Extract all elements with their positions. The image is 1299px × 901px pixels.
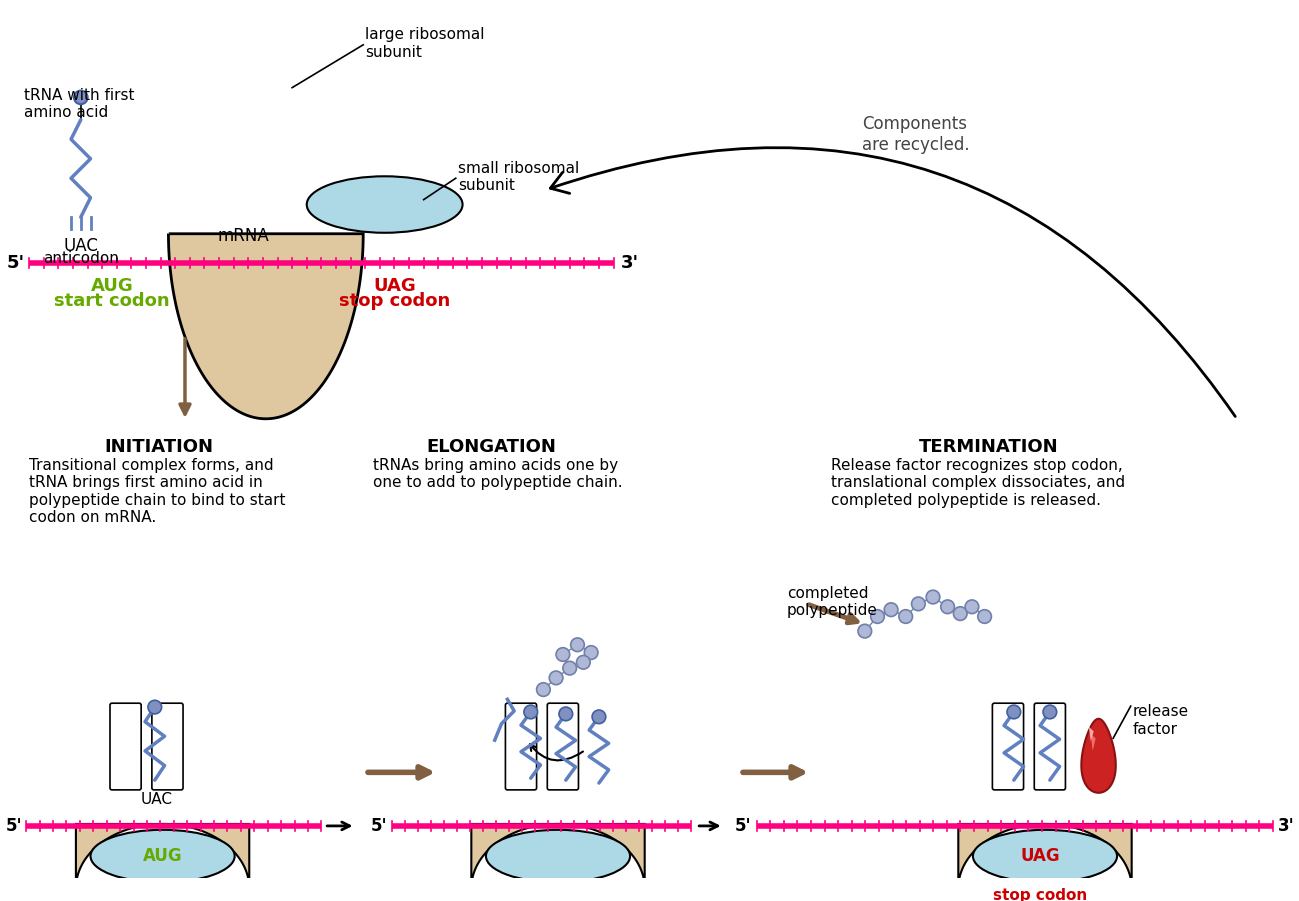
- FancyBboxPatch shape: [992, 703, 1024, 790]
- Ellipse shape: [307, 177, 462, 232]
- Circle shape: [536, 683, 551, 696]
- Text: small ribosomal
subunit: small ribosomal subunit: [457, 160, 579, 193]
- Text: tRNAs bring amino acids one by
one to add to polypeptide chain.: tRNAs bring amino acids one by one to ad…: [373, 458, 622, 490]
- Text: large ribosomal
subunit: large ribosomal subunit: [365, 27, 485, 59]
- Text: ELONGATION: ELONGATION: [427, 438, 557, 456]
- Circle shape: [870, 610, 885, 623]
- Text: 5': 5': [5, 817, 22, 835]
- Circle shape: [592, 710, 605, 724]
- Circle shape: [978, 610, 991, 623]
- Text: Release factor recognizes stop codon,
translational complex dissociates, and
com: Release factor recognizes stop codon, tr…: [831, 458, 1125, 507]
- Circle shape: [885, 603, 898, 616]
- Text: Transitional complex forms, and
tRNA brings first amino acid in
polypeptide chai: Transitional complex forms, and tRNA bri…: [29, 458, 286, 525]
- Polygon shape: [959, 824, 1131, 888]
- FancyArrowPatch shape: [551, 148, 1235, 416]
- Polygon shape: [1081, 719, 1116, 793]
- Circle shape: [562, 661, 577, 675]
- Circle shape: [1043, 705, 1056, 719]
- Text: Components
are recycled.: Components are recycled.: [861, 115, 969, 154]
- Circle shape: [899, 610, 912, 623]
- Text: TERMINATION: TERMINATION: [918, 438, 1059, 456]
- Circle shape: [965, 600, 978, 614]
- Text: AUG: AUG: [91, 277, 134, 295]
- Text: UAG: UAG: [1020, 847, 1060, 865]
- Text: release
factor: release factor: [1133, 705, 1189, 736]
- Polygon shape: [169, 233, 364, 419]
- Circle shape: [523, 705, 538, 719]
- Polygon shape: [472, 824, 644, 888]
- Text: completed
polypeptide: completed polypeptide: [787, 586, 878, 618]
- Text: 5': 5': [735, 817, 752, 835]
- Circle shape: [148, 700, 161, 714]
- FancyBboxPatch shape: [505, 703, 536, 790]
- Ellipse shape: [973, 830, 1117, 882]
- FancyBboxPatch shape: [110, 703, 142, 790]
- Circle shape: [912, 597, 925, 611]
- Circle shape: [953, 606, 966, 621]
- Text: stop codon: stop codon: [339, 292, 449, 310]
- Text: AUG: AUG: [143, 847, 182, 865]
- Text: UAG: UAG: [373, 277, 416, 295]
- FancyBboxPatch shape: [1034, 703, 1065, 790]
- Text: stop codon: stop codon: [992, 888, 1087, 901]
- Text: UAC: UAC: [140, 792, 173, 806]
- Text: 3': 3': [621, 254, 639, 272]
- Circle shape: [570, 638, 585, 651]
- Ellipse shape: [91, 830, 235, 882]
- Circle shape: [559, 707, 573, 721]
- Circle shape: [585, 646, 598, 660]
- Circle shape: [857, 624, 872, 638]
- FancyBboxPatch shape: [152, 703, 183, 790]
- Circle shape: [577, 655, 590, 669]
- Circle shape: [549, 671, 562, 685]
- Circle shape: [1007, 705, 1021, 719]
- Text: 5': 5': [372, 817, 387, 835]
- Polygon shape: [1089, 726, 1094, 742]
- Polygon shape: [75, 824, 249, 888]
- Text: 3': 3': [1278, 817, 1295, 835]
- Text: tRNA with first
amino acid: tRNA with first amino acid: [25, 87, 135, 120]
- Circle shape: [556, 648, 570, 661]
- Text: UAC: UAC: [64, 237, 99, 255]
- Text: 5': 5': [6, 254, 25, 272]
- Text: INITIATION: INITIATION: [104, 438, 213, 456]
- Ellipse shape: [486, 830, 630, 882]
- Circle shape: [926, 590, 939, 604]
- Text: mRNA: mRNA: [217, 227, 269, 245]
- FancyBboxPatch shape: [547, 703, 578, 790]
- Circle shape: [74, 91, 87, 105]
- Circle shape: [940, 600, 955, 614]
- Text: start codon: start codon: [55, 292, 170, 310]
- Polygon shape: [1091, 734, 1095, 751]
- Text: anticodon: anticodon: [43, 251, 118, 267]
